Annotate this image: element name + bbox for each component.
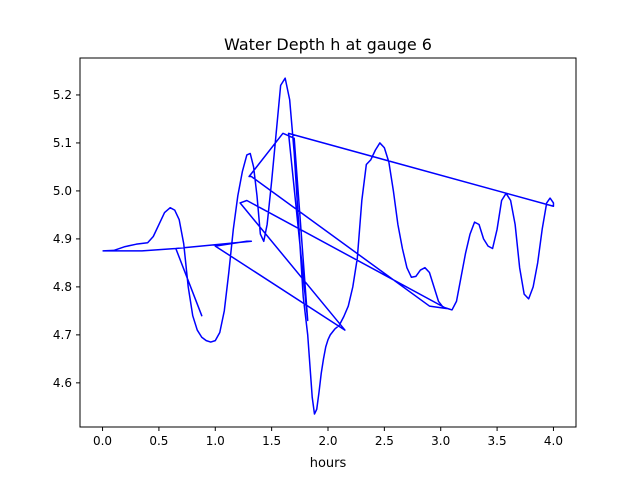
y-tick-label: 5.2 — [53, 88, 72, 102]
x-axis-label: hours — [310, 456, 347, 471]
y-tick-label: 5.0 — [53, 184, 72, 198]
x-tick-label: 2.0 — [318, 434, 337, 448]
y-tick-label: 4.6 — [53, 376, 72, 390]
y-axis: 4.6 4.7 4.8 4.9 5.0 5.1 5.2 — [53, 88, 80, 390]
x-tick-label: 4.0 — [544, 434, 563, 448]
x-tick-label: 1.5 — [262, 434, 281, 448]
y-tick-label: 4.7 — [53, 328, 72, 342]
y-tick-label: 5.1 — [53, 136, 72, 150]
y-tick-label: 4.8 — [53, 280, 72, 294]
x-tick-label: 0.0 — [93, 434, 112, 448]
x-tick-label: 3.5 — [488, 434, 507, 448]
x-tick-label: 3.0 — [431, 434, 450, 448]
y-tick-label: 4.9 — [53, 232, 72, 246]
chart-title: Water Depth h at gauge 6 — [224, 35, 432, 54]
x-tick-label: 2.5 — [375, 434, 394, 448]
x-tick-label: 0.5 — [149, 434, 168, 448]
x-tick-label: 1.0 — [206, 434, 225, 448]
plot-area — [102, 77, 555, 415]
series-line-0 — [102, 77, 555, 415]
x-axis: 0.0 0.5 1.0 1.5 2.0 2.5 3.0 3.5 4.0 — [93, 427, 563, 448]
